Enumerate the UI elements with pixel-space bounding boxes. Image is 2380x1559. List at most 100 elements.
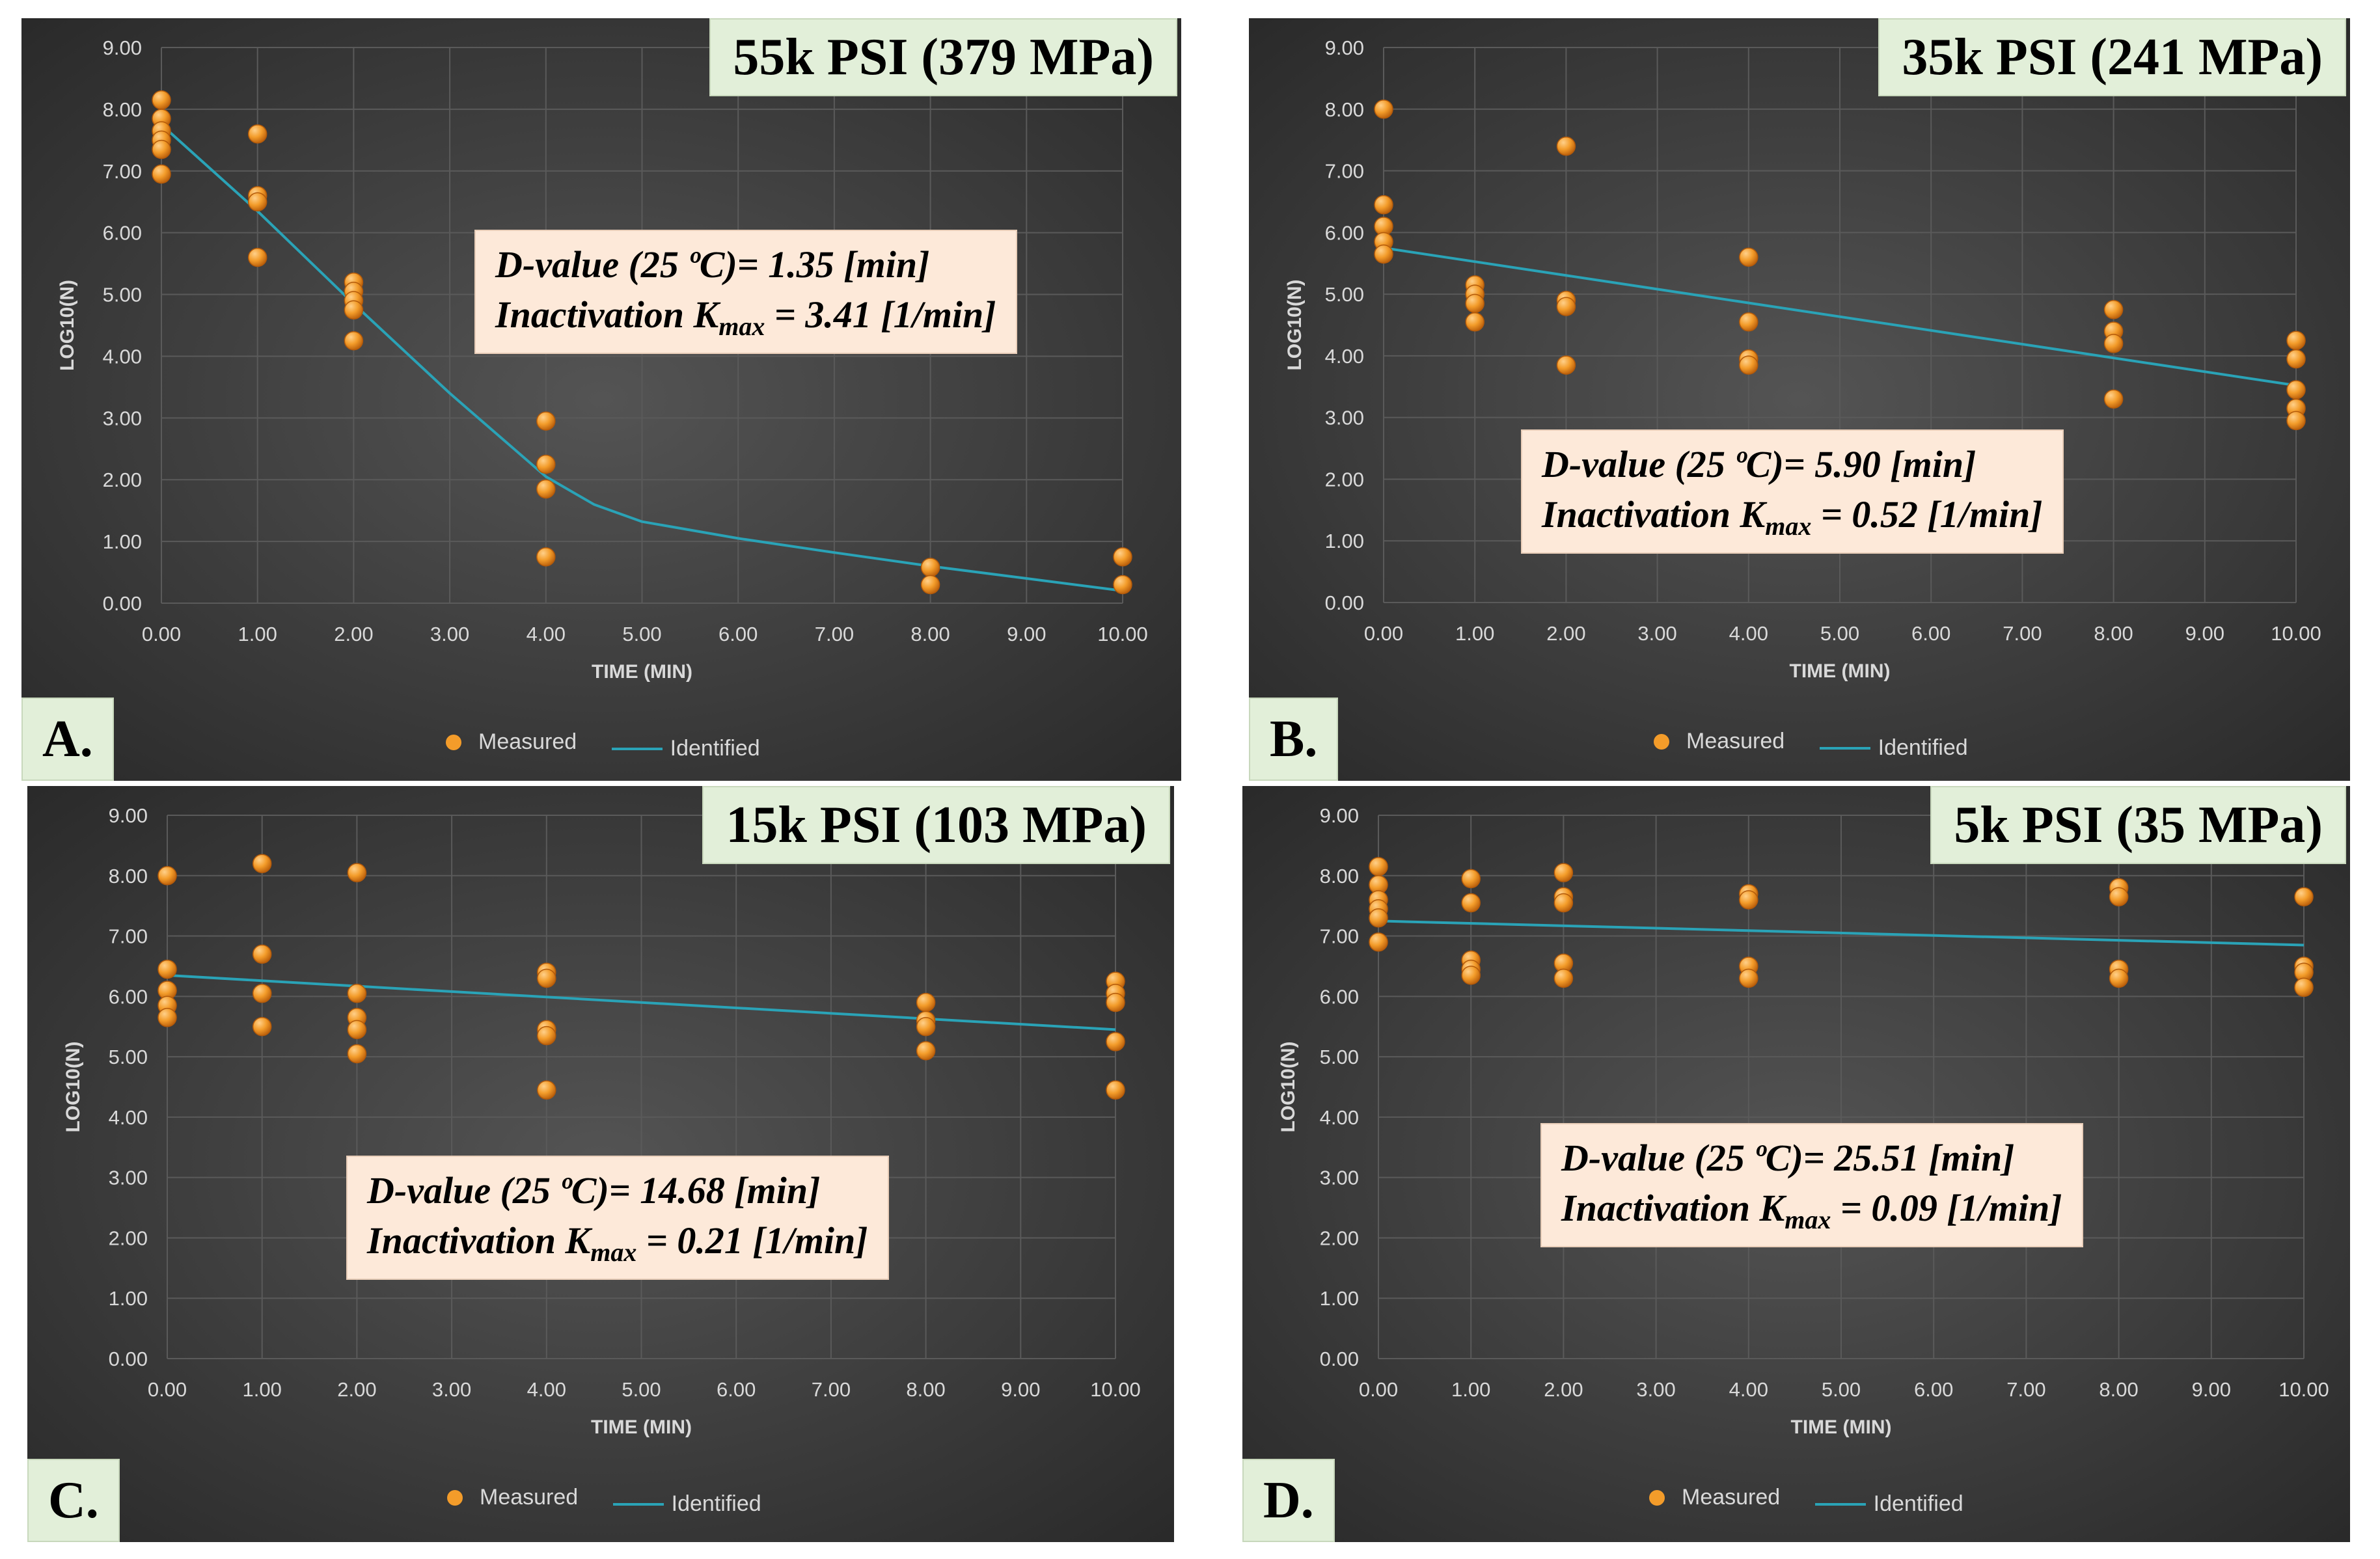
- x-tick-label: 0.00: [148, 1378, 187, 1401]
- x-tick-label: 10.00: [2278, 1378, 2329, 1401]
- x-tick-label: 10.00: [2271, 622, 2321, 645]
- y-tick-label: 8.00: [109, 865, 148, 888]
- chart-panel-b: 0.00 1.00 2.00 3.00 4.00 5.00 6.00 7.00 8.00 9.00…: [1249, 18, 2350, 781]
- legend-measured-c: Measured: [447, 1485, 578, 1510]
- x-tick-label: 8.00: [906, 1378, 945, 1401]
- measured-point-c: [537, 1080, 556, 1100]
- y-tick-label: 6.00: [109, 985, 148, 1008]
- measured-point-a: [920, 558, 940, 577]
- y-tick-label: 2.00: [109, 1227, 148, 1249]
- measured-point-d: [1461, 869, 1481, 889]
- y-axis-title: LOG10(N): [57, 280, 78, 371]
- panel-label-a: A.: [21, 698, 114, 781]
- y-tick-label: 3.00: [103, 407, 142, 429]
- x-tick-label: 3.00: [1637, 622, 1676, 645]
- x-tick-label: 6.00: [718, 623, 758, 645]
- x-tick-label: 5.00: [622, 623, 661, 645]
- measured-point-a: [344, 331, 364, 351]
- x-tick-label: 3.00: [432, 1378, 471, 1401]
- identified-line-icon: [1814, 1502, 1866, 1506]
- measured-point-c: [157, 866, 177, 886]
- measured-point-b: [1739, 247, 1758, 267]
- x-tick-label: 10.00: [1097, 623, 1148, 645]
- x-tick-label: 8.00: [2099, 1378, 2138, 1401]
- y-tick-label: 5.00: [1320, 1046, 1359, 1068]
- y-tick-label: 1.00: [1320, 1287, 1359, 1310]
- y-tick-label: 9.00: [103, 36, 142, 59]
- x-axis-title: TIME (MIN): [1790, 660, 1891, 682]
- y-tick-label: 1.00: [1325, 530, 1364, 552]
- x-tick-label: 1.00: [243, 1378, 282, 1401]
- d-value-box-c: D-value (25 ºC)= 14.68 [min] Inactivatio…: [346, 1156, 889, 1281]
- identified-series-line: [167, 973, 1116, 1031]
- measured-point-c: [252, 854, 272, 873]
- y-tick-label: 3.00: [109, 1167, 148, 1189]
- x-tick-label: 6.00: [1914, 1378, 1953, 1401]
- measured-point-b: [1374, 100, 1393, 119]
- measured-point-c: [157, 959, 177, 979]
- measured-point-d: [1739, 890, 1758, 910]
- y-tick-label: 8.00: [1320, 865, 1359, 888]
- legend-identified-d: Identified: [1814, 1491, 1963, 1517]
- measured-point-d: [1553, 968, 1574, 988]
- measured-point-a: [152, 164, 171, 184]
- x-tick-label: 1.00: [1455, 622, 1494, 645]
- measured-point-b: [2286, 380, 2306, 400]
- measured-point-b: [2103, 300, 2124, 319]
- identified-line-icon: [1819, 746, 1870, 750]
- legend-measured-b: Measured: [1654, 729, 1785, 754]
- d-value-box-d: D-value (25 ºC)= 25.51 [min] Inactivatio…: [1540, 1123, 2083, 1248]
- measured-point-a: [536, 411, 556, 431]
- measured-point-a: [152, 139, 171, 159]
- legend-b: Measured Identified: [1654, 729, 1997, 761]
- measured-point-d: [2294, 977, 2314, 997]
- y-axis-title: LOG10(N): [1278, 1041, 1299, 1132]
- measured-point-d: [1553, 863, 1574, 882]
- measured-point-d: [2109, 887, 2129, 906]
- y-tick-label: 7.00: [109, 925, 148, 948]
- identified-series-line: [160, 124, 1123, 592]
- x-tick-label: 2.00: [334, 623, 373, 645]
- legend-identified-a: Identified: [611, 736, 760, 761]
- measured-point-b: [1739, 355, 1758, 375]
- measured-point-b: [1465, 293, 1484, 314]
- measured-point-b: [2286, 411, 2306, 431]
- measured-point-b: [2286, 349, 2306, 369]
- measured-point-c: [347, 863, 367, 882]
- y-tick-label: 5.00: [103, 284, 142, 306]
- x-tick-label: 5.00: [1822, 1378, 1861, 1401]
- measured-point-c: [916, 992, 936, 1012]
- x-tick-label: 6.00: [717, 1378, 756, 1401]
- x-tick-label: 3.00: [430, 623, 469, 645]
- measured-point-b: [1556, 297, 1576, 316]
- measured-point-c: [916, 1041, 936, 1061]
- measured-point-d: [1369, 908, 1388, 928]
- y-tick-label: 1.00: [103, 530, 142, 553]
- identified-line-icon: [612, 1502, 664, 1506]
- x-tick-label: 4.00: [527, 623, 566, 645]
- legend-a: Measured Identified: [446, 729, 789, 761]
- y-tick-label: 4.00: [109, 1106, 148, 1129]
- x-axis-title: TIME (MIN): [591, 1417, 692, 1438]
- measured-marker-icon: [447, 1489, 463, 1506]
- d-value-text-a: D-value (25 ºC)= 1.35 [min]: [495, 243, 930, 286]
- x-tick-label: 0.00: [1359, 1378, 1398, 1401]
- measured-point-b: [2103, 389, 2124, 409]
- y-tick-label: 0.00: [109, 1348, 148, 1370]
- x-axis-title: TIME (MIN): [592, 661, 692, 683]
- measured-point-a: [1113, 575, 1132, 595]
- y-tick-label: 6.00: [1325, 221, 1364, 244]
- y-tick-label: 5.00: [1325, 283, 1364, 306]
- legend-measured-d: Measured: [1649, 1485, 1780, 1510]
- chart-background: [1249, 18, 2350, 781]
- chart-panel-d: 0.00 1.00 2.00 3.00 4.00 5.00 6.00 7.00 8.00 9.00…: [1242, 786, 2350, 1542]
- x-tick-label: 3.00: [1636, 1378, 1675, 1401]
- x-tick-label: 7.00: [812, 1378, 851, 1401]
- x-tick-label: 5.00: [1820, 622, 1859, 645]
- x-tick-label: 1.00: [238, 623, 277, 645]
- legend-identified-b: Identified: [1819, 735, 1968, 761]
- y-tick-label: 6.00: [1320, 985, 1359, 1008]
- chart-title-a: 55k PSI (379 MPa): [709, 18, 1177, 96]
- chart-panel-c: 0.00 1.00 2.00 3.00 4.00 5.00 6.00 7.00 8.00 9.00…: [27, 786, 1174, 1542]
- measured-point-b: [2286, 331, 2306, 350]
